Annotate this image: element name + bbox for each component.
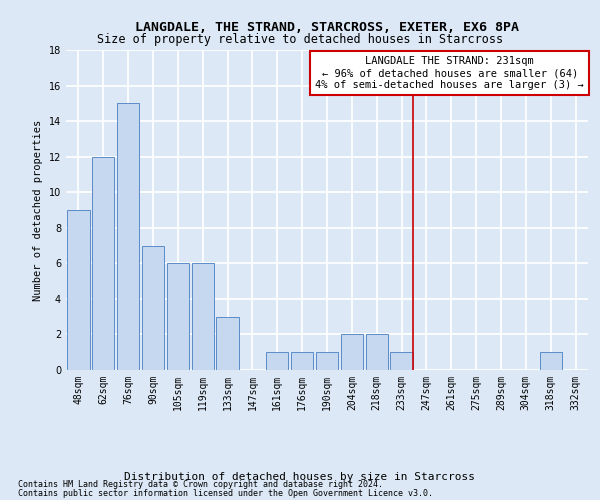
Title: LANGDALE, THE STRAND, STARCROSS, EXETER, EX6 8PA: LANGDALE, THE STRAND, STARCROSS, EXETER,…: [135, 20, 519, 34]
Text: Contains HM Land Registry data © Crown copyright and database right 2024.: Contains HM Land Registry data © Crown c…: [18, 480, 383, 489]
Bar: [316, 352, 338, 370]
Bar: [291, 352, 313, 370]
Bar: [92, 156, 115, 370]
Text: Size of property relative to detached houses in Starcross: Size of property relative to detached ho…: [97, 32, 503, 46]
Y-axis label: Number of detached properties: Number of detached properties: [33, 120, 43, 300]
Text: Contains public sector information licensed under the Open Government Licence v3: Contains public sector information licen…: [18, 488, 433, 498]
Bar: [365, 334, 388, 370]
Bar: [539, 352, 562, 370]
Bar: [266, 352, 289, 370]
Bar: [167, 264, 189, 370]
Text: Distribution of detached houses by size in Starcross: Distribution of detached houses by size …: [125, 472, 476, 482]
Bar: [391, 352, 413, 370]
Text: LANGDALE THE STRAND: 231sqm
← 96% of detached houses are smaller (64)
4% of semi: LANGDALE THE STRAND: 231sqm ← 96% of det…: [315, 56, 584, 90]
Bar: [67, 210, 89, 370]
Bar: [142, 246, 164, 370]
Bar: [191, 264, 214, 370]
Bar: [217, 316, 239, 370]
Bar: [117, 104, 139, 370]
Bar: [341, 334, 363, 370]
